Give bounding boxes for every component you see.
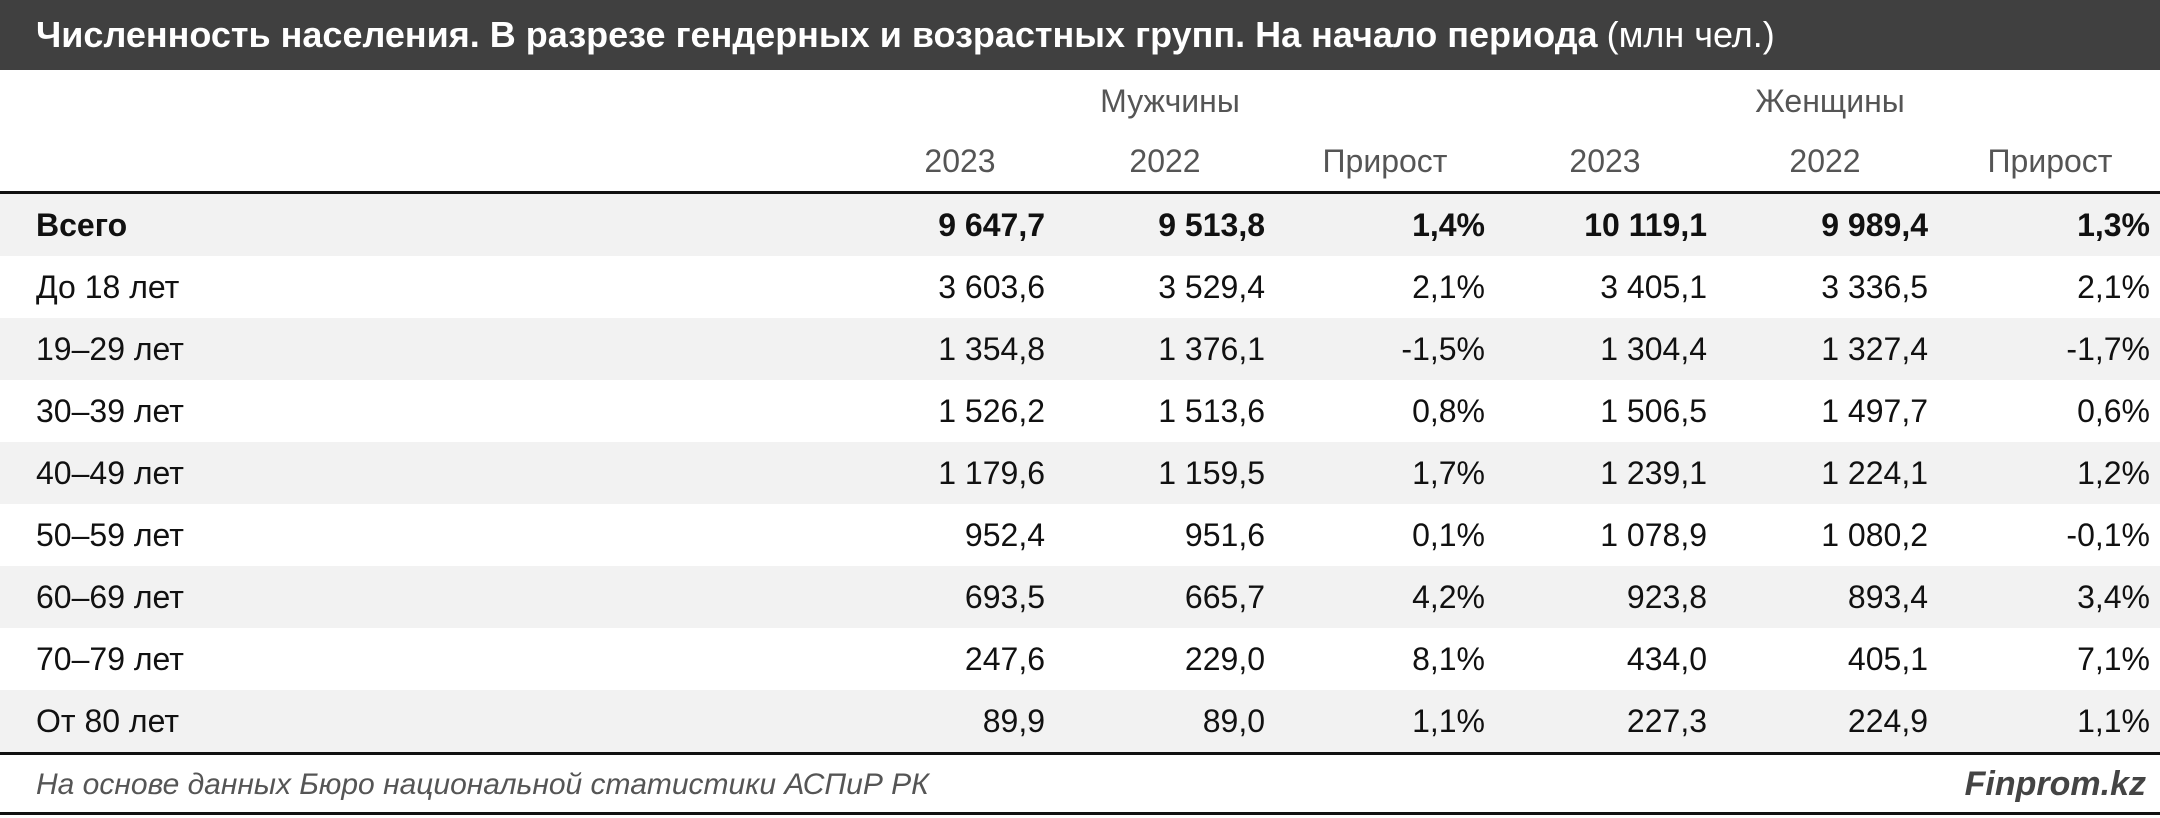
table-row: От 80 лет 89,9 89,0 1,1% 227,3 224,9 1,1… — [0, 690, 2160, 752]
table-row: 19–29 лет 1 354,8 1 376,1 -1,5% 1 304,4 … — [0, 318, 2160, 380]
row-label: 60–69 лет — [36, 578, 184, 615]
cell-men-growth: 4,2% — [1412, 578, 1485, 615]
row-label: 50–59 лет — [36, 516, 184, 553]
cell-women-2022: 893,4 — [1847, 578, 1928, 615]
cell-men-2023: 89,9 — [982, 702, 1045, 739]
table-row: 50–59 лет 952,4 951,6 0,1% 1 078,9 1 080… — [0, 504, 2160, 566]
row-label: Всего — [36, 206, 128, 243]
cell-women-2022: 405,1 — [1847, 640, 1928, 677]
cell-men-growth: 1,7% — [1412, 454, 1485, 491]
cell-men-2022: 1 376,1 — [1158, 330, 1265, 367]
row-label: До 18 лет — [36, 268, 180, 305]
cell-men-growth: 0,8% — [1412, 392, 1485, 429]
cell-women-growth: 1,2% — [2077, 454, 2150, 491]
cell-men-2023: 693,5 — [964, 578, 1045, 615]
table-row: Всего 9 647,7 9 513,8 1,4% 10 119,1 9 98… — [0, 194, 2160, 256]
source-note: На основе данных Бюро национальной стати… — [36, 767, 929, 801]
cell-women-growth: 2,1% — [2077, 268, 2150, 305]
cell-women-growth: 3,4% — [2077, 578, 2150, 615]
cell-men-2022: 665,7 — [1184, 578, 1265, 615]
table-row: 40–49 лет 1 179,6 1 159,5 1,7% 1 239,1 1… — [0, 442, 2160, 504]
brand-logo: Finprom.kz — [1964, 765, 2146, 803]
cell-men-2022: 9 513,8 — [1158, 206, 1265, 243]
cell-men-growth: 2,1% — [1412, 268, 1485, 305]
header-women-2022: 2022 — [1789, 143, 1861, 179]
header-group-row: Мужчины Женщины — [0, 70, 2160, 132]
cell-women-growth: 0,6% — [2077, 392, 2150, 429]
table-bottom-rule — [0, 752, 2160, 755]
cell-men-growth: 8,1% — [1412, 640, 1485, 677]
cell-men-2022: 951,6 — [1184, 516, 1265, 553]
header-men-2023: 2023 — [924, 143, 996, 179]
cell-men-2022: 1 159,5 — [1158, 454, 1265, 491]
cell-women-growth: 1,3% — [2077, 206, 2150, 243]
cell-women-growth: 7,1% — [2077, 640, 2150, 677]
header-women-growth: Прирост — [1987, 143, 2113, 179]
cell-men-2023: 1 526,2 — [938, 392, 1045, 429]
footer: На основе данных Бюро национальной стати… — [0, 757, 2160, 815]
cell-women-2023: 1 078,9 — [1600, 516, 1707, 553]
cell-men-2023: 9 647,7 — [938, 206, 1045, 243]
cell-women-growth: -1,7% — [2066, 330, 2150, 367]
header-men: Мужчины — [1100, 82, 1240, 119]
cell-men-2022: 229,0 — [1184, 640, 1265, 677]
header-men-growth: Прирост — [1322, 143, 1448, 179]
cell-women-2023: 1 304,4 — [1600, 330, 1707, 367]
cell-men-2023: 952,4 — [964, 516, 1045, 553]
cell-women-2022: 1 080,2 — [1821, 516, 1928, 553]
row-label: 19–29 лет — [36, 330, 184, 367]
row-label: 40–49 лет — [36, 454, 184, 491]
cell-men-growth: 0,1% — [1412, 516, 1485, 553]
cell-women-2022: 1 497,7 — [1821, 392, 1928, 429]
cell-women-2022: 9 989,4 — [1821, 206, 1928, 243]
row-label: 70–79 лет — [36, 640, 184, 677]
cell-women-2022: 1 327,4 — [1821, 330, 1928, 367]
cell-women-2023: 1 506,5 — [1600, 392, 1707, 429]
population-table: Мужчины Женщины 2023 2022 Прирост 2023 2… — [0, 70, 2160, 755]
table-row: До 18 лет 3 603,6 3 529,4 2,1% 3 405,1 3… — [0, 256, 2160, 318]
cell-men-2023: 1 354,8 — [938, 330, 1045, 367]
header-women-2023: 2023 — [1569, 143, 1641, 179]
cell-women-2022: 1 224,1 — [1821, 454, 1928, 491]
cell-women-growth: -0,1% — [2066, 516, 2150, 553]
table-row: 70–79 лет 247,6 229,0 8,1% 434,0 405,1 7… — [0, 628, 2160, 690]
cell-women-2022: 3 336,5 — [1821, 268, 1928, 305]
cell-men-2023: 247,6 — [964, 640, 1045, 677]
cell-men-2022: 3 529,4 — [1158, 268, 1265, 305]
cell-men-growth: 1,4% — [1412, 206, 1485, 243]
cell-women-2023: 3 405,1 — [1600, 268, 1707, 305]
cell-women-2023: 923,8 — [1626, 578, 1707, 615]
header-women: Женщины — [1755, 82, 1905, 119]
cell-women-2023: 1 239,1 — [1600, 454, 1707, 491]
cell-women-2023: 227,3 — [1626, 702, 1707, 739]
table-row: 60–69 лет 693,5 665,7 4,2% 923,8 893,4 3… — [0, 566, 2160, 628]
row-label: От 80 лет — [36, 702, 179, 739]
page-title: Численность населения. В разрезе гендерн… — [36, 14, 1598, 55]
row-label: 30–39 лет — [36, 392, 184, 429]
header-years-row: 2023 2022 Прирост 2023 2022 Прирост — [0, 132, 2160, 194]
cell-women-2023: 10 119,1 — [1584, 206, 1707, 243]
title-unit: (млн чел.) — [1606, 14, 1775, 55]
title-bar: Численность населения. В разрезе гендерн… — [0, 0, 2160, 70]
cell-women-2023: 434,0 — [1626, 640, 1707, 677]
header-men-2022: 2022 — [1129, 143, 1201, 179]
cell-men-growth: 1,1% — [1412, 702, 1485, 739]
table-row: 30–39 лет 1 526,2 1 513,6 0,8% 1 506,5 1… — [0, 380, 2160, 442]
cell-men-2022: 89,0 — [1202, 702, 1265, 739]
cell-men-2023: 1 179,6 — [938, 454, 1045, 491]
cell-women-growth: 1,1% — [2077, 702, 2150, 739]
cell-women-2022: 224,9 — [1847, 702, 1928, 739]
cell-men-2022: 1 513,6 — [1158, 392, 1265, 429]
cell-men-growth: -1,5% — [1401, 330, 1485, 367]
cell-men-2023: 3 603,6 — [938, 268, 1045, 305]
